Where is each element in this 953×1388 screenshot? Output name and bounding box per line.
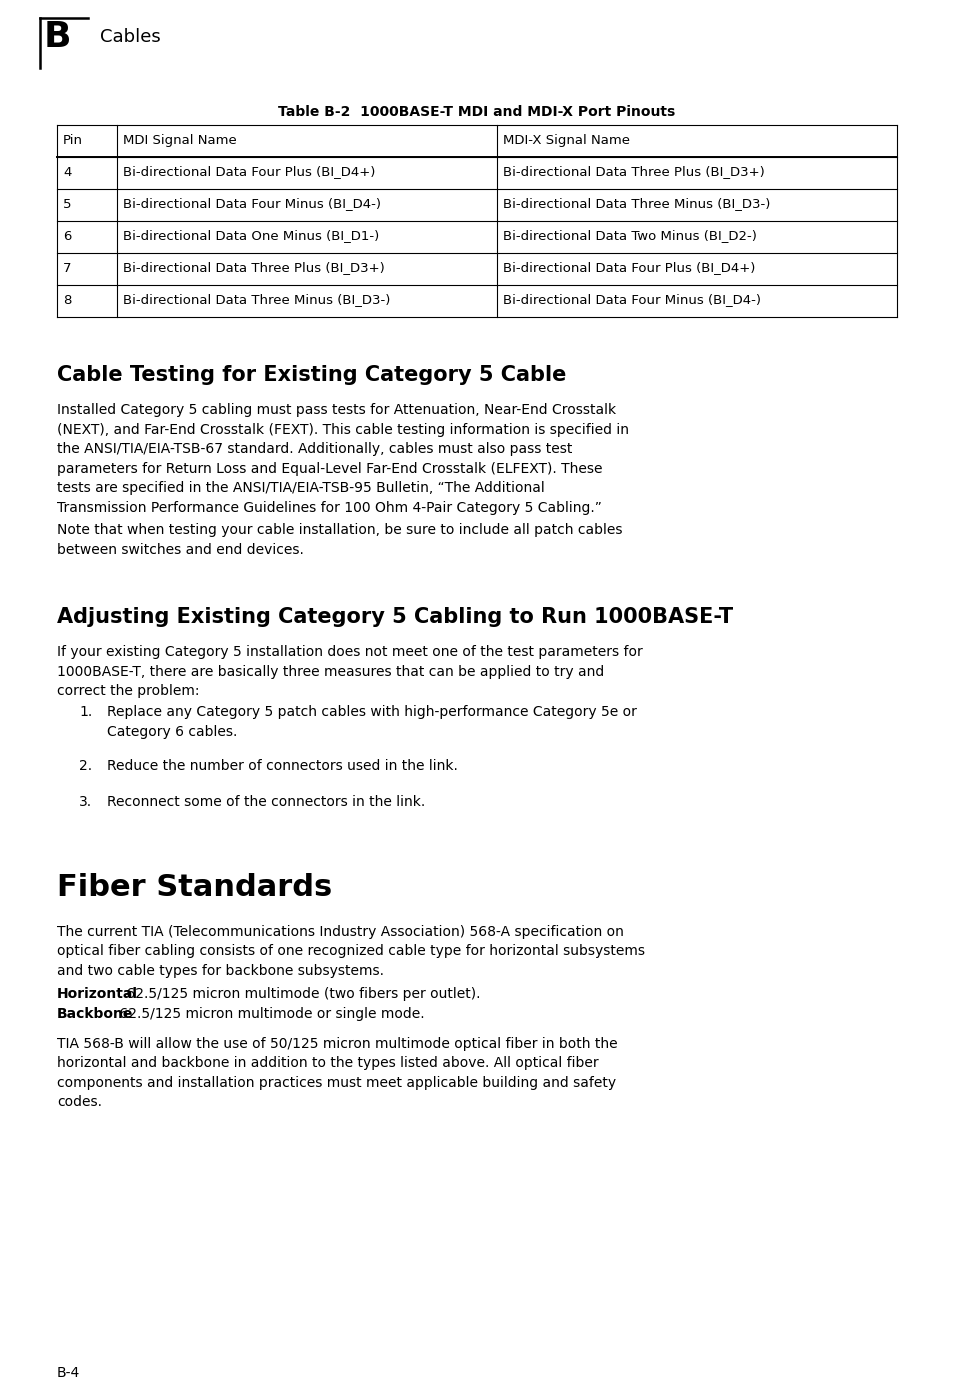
Text: 5: 5 <box>63 197 71 211</box>
Text: Bi-directional Data Two Minus (BI_D2-): Bi-directional Data Two Minus (BI_D2-) <box>502 229 756 243</box>
Text: 8: 8 <box>63 293 71 307</box>
Text: The current TIA (Telecommunications Industry Association) 568-A specification on: The current TIA (Telecommunications Indu… <box>57 924 644 979</box>
Text: Bi-directional Data Three Minus (BI_D3-): Bi-directional Data Three Minus (BI_D3-) <box>123 293 390 307</box>
Text: MDI-X Signal Name: MDI-X Signal Name <box>502 133 629 147</box>
Text: Cable Testing for Existing Category 5 Cable: Cable Testing for Existing Category 5 Ca… <box>57 365 566 384</box>
Text: 4: 4 <box>63 165 71 179</box>
Text: Bi-directional Data Three Plus (BI_D3+): Bi-directional Data Three Plus (BI_D3+) <box>123 261 384 275</box>
Text: 1.: 1. <box>79 705 92 719</box>
Text: Bi-directional Data Four Plus (BI_D4+): Bi-directional Data Four Plus (BI_D4+) <box>502 261 755 275</box>
Text: Bi-directional Data Four Minus (BI_D4-): Bi-directional Data Four Minus (BI_D4-) <box>502 293 760 307</box>
Text: 6: 6 <box>63 229 71 243</box>
Text: B: B <box>44 19 71 54</box>
Text: Reconnect some of the connectors in the link.: Reconnect some of the connectors in the … <box>107 795 425 809</box>
Text: Horizontal: Horizontal <box>57 987 138 1001</box>
Text: 7: 7 <box>63 261 71 275</box>
Text: 3.: 3. <box>79 795 92 809</box>
Text: TIA 568-B will allow the use of 50/125 micron multimode optical fiber in both th: TIA 568-B will allow the use of 50/125 m… <box>57 1037 617 1109</box>
Text: Replace any Category 5 patch cables with high-performance Category 5e or
Categor: Replace any Category 5 patch cables with… <box>107 705 637 738</box>
Text: Bi-directional Data Three Plus (BI_D3+): Bi-directional Data Three Plus (BI_D3+) <box>502 165 764 179</box>
Text: Bi-directional Data Three Minus (BI_D3-): Bi-directional Data Three Minus (BI_D3-) <box>502 197 770 211</box>
Text: Cables: Cables <box>100 28 161 46</box>
Text: Pin: Pin <box>63 133 83 147</box>
Text: 2.: 2. <box>79 759 92 773</box>
Text: Bi-directional Data Four Minus (BI_D4-): Bi-directional Data Four Minus (BI_D4-) <box>123 197 380 211</box>
Text: Bi-directional Data Four Plus (BI_D4+): Bi-directional Data Four Plus (BI_D4+) <box>123 165 375 179</box>
Text: Adjusting Existing Category 5 Cabling to Run 1000BASE-T: Adjusting Existing Category 5 Cabling to… <box>57 607 732 627</box>
Text: MDI Signal Name: MDI Signal Name <box>123 133 236 147</box>
Text: Fiber Standards: Fiber Standards <box>57 873 332 902</box>
Text: Table B-2  1000BASE-T MDI and MDI-X Port Pinouts: Table B-2 1000BASE-T MDI and MDI-X Port … <box>278 105 675 119</box>
Text: Backbone: Backbone <box>57 1008 133 1022</box>
Text: If your existing Category 5 installation does not meet one of the test parameter: If your existing Category 5 installation… <box>57 645 642 698</box>
Text: 62.5/125 micron multimode (two fibers per outlet).: 62.5/125 micron multimode (two fibers pe… <box>122 987 480 1001</box>
Text: Note that when testing your cable installation, be sure to include all patch cab: Note that when testing your cable instal… <box>57 523 622 557</box>
Text: Bi-directional Data One Minus (BI_D1-): Bi-directional Data One Minus (BI_D1-) <box>123 229 379 243</box>
Text: Installed Category 5 cabling must pass tests for Attenuation, Near-End Crosstalk: Installed Category 5 cabling must pass t… <box>57 403 628 515</box>
Text: B-4: B-4 <box>57 1366 80 1380</box>
Text: Reduce the number of connectors used in the link.: Reduce the number of connectors used in … <box>107 759 457 773</box>
Text: 62.5/125 micron multimode or single mode.: 62.5/125 micron multimode or single mode… <box>115 1008 424 1022</box>
